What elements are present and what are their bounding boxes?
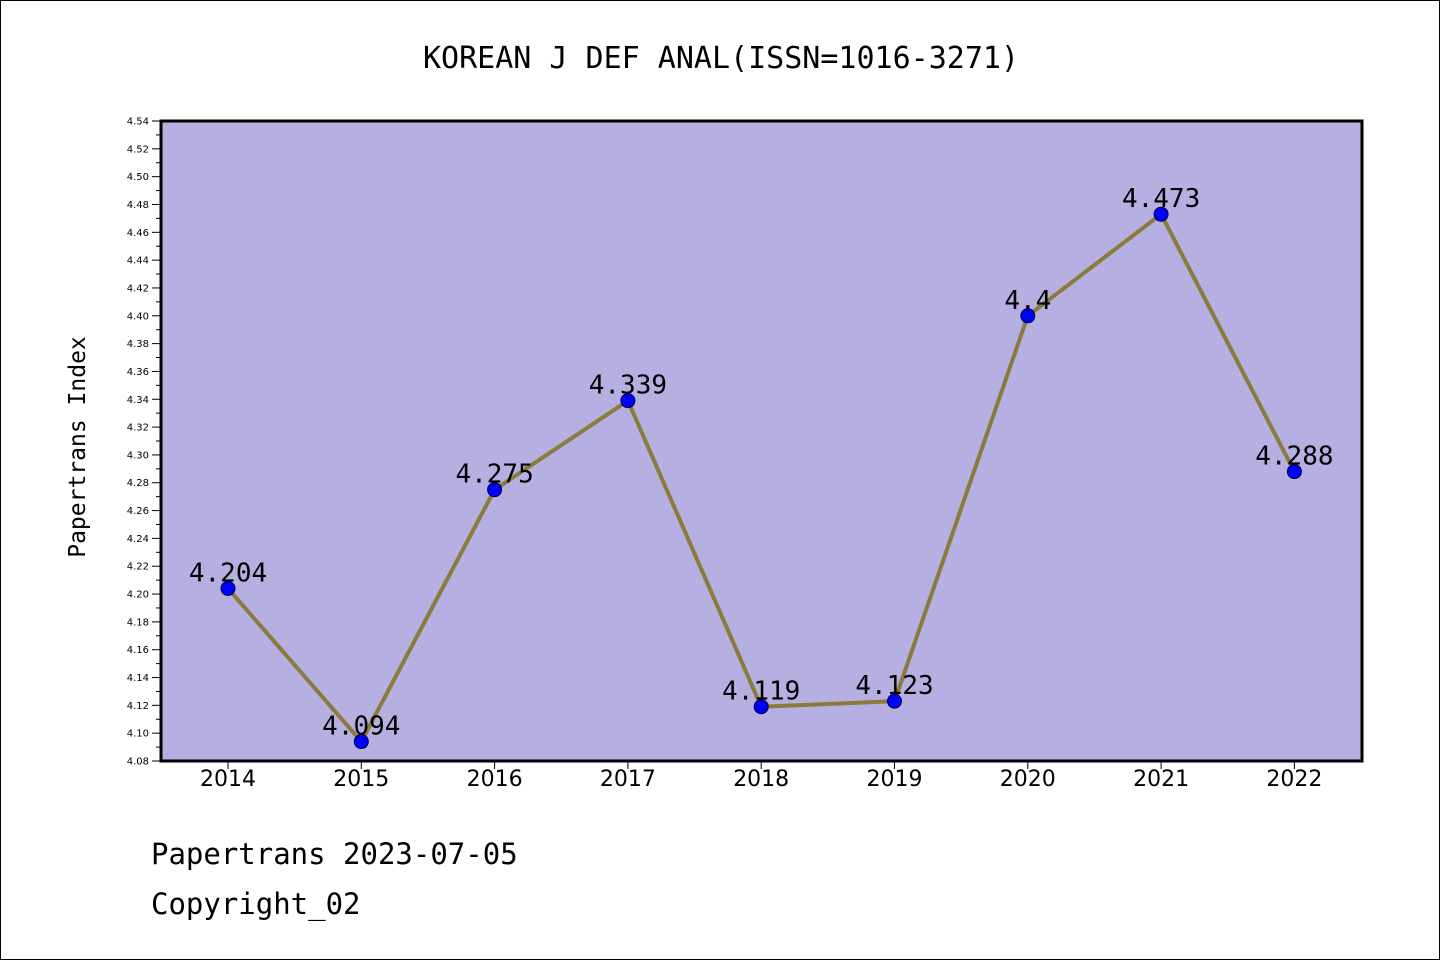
y-tick-label: 4.12 bbox=[127, 701, 149, 712]
y-tick-label: 4.50 bbox=[127, 172, 149, 183]
x-tick-label: 2016 bbox=[467, 767, 523, 792]
data-point bbox=[887, 693, 902, 709]
y-tick-label: 4.46 bbox=[127, 228, 149, 239]
data-point bbox=[1286, 464, 1302, 480]
x-tick-label: 2014 bbox=[200, 767, 256, 792]
y-tick-label: 4.42 bbox=[127, 283, 149, 294]
y-tick-label: 4.34 bbox=[127, 395, 149, 406]
data-label: 4.288 bbox=[1255, 442, 1333, 472]
y-tick-label: 4.24 bbox=[127, 534, 149, 545]
y-tick-label: 4.08 bbox=[127, 757, 149, 768]
data-point bbox=[1020, 308, 1036, 324]
y-tick-label: 4.18 bbox=[127, 617, 149, 628]
y-tick-label: 4.20 bbox=[127, 590, 149, 601]
data-label: 4.119 bbox=[722, 677, 800, 707]
x-tick-label: 2020 bbox=[1000, 767, 1056, 792]
data-point bbox=[1153, 206, 1169, 222]
y-tick-label: 4.10 bbox=[127, 729, 149, 740]
y-axis-label: Papertrans Index bbox=[65, 336, 91, 558]
plot-border bbox=[159, 119, 1364, 763]
y-tick-label: 4.28 bbox=[127, 478, 149, 489]
y-tick-label: 4.44 bbox=[127, 256, 149, 267]
data-markers bbox=[220, 206, 1302, 750]
data-point bbox=[353, 734, 369, 750]
y-tick-label: 4.40 bbox=[127, 311, 149, 322]
y-tick-label: 4.52 bbox=[127, 144, 149, 155]
footer-copyright: Copyright_02 bbox=[151, 887, 361, 921]
data-labels: 4.204 4.094 4.275 4.339 4.119 4.123 4.4 4.473 4.… bbox=[189, 184, 1334, 741]
x-tick-label: 2019 bbox=[867, 767, 923, 792]
x-tick-label: 2022 bbox=[1266, 767, 1322, 792]
data-point bbox=[487, 482, 503, 498]
y-tick-label: 4.16 bbox=[127, 645, 149, 656]
data-point bbox=[753, 699, 769, 715]
chart-title: KOREAN J DEF ANAL(ISSN=1016-3271) bbox=[423, 41, 1019, 76]
y-tick-label: 4.54 bbox=[127, 117, 149, 128]
x-tick-label: 2015 bbox=[333, 767, 389, 792]
data-label: 4.4 bbox=[1004, 286, 1051, 316]
y-tick-label: 4.36 bbox=[127, 367, 149, 378]
y-tick-label: 4.38 bbox=[127, 339, 149, 350]
y-tick-label: 4.48 bbox=[127, 200, 149, 211]
x-axis: 2014 2015 2016 2017 2018 2019 2020 2021 2022 bbox=[200, 761, 1322, 792]
data-point bbox=[220, 580, 236, 596]
data-label: 4.123 bbox=[855, 671, 933, 701]
y-tick-label: 4.32 bbox=[127, 423, 149, 434]
data-label: 4.094 bbox=[322, 712, 400, 742]
x-tick-label: 2017 bbox=[600, 767, 656, 792]
y-tick-label: 4.26 bbox=[127, 506, 149, 517]
y-tick-label: 4.22 bbox=[127, 562, 149, 573]
data-label: 4.204 bbox=[189, 558, 267, 588]
y-axis: 4.08 4.10 4.12 4.14 4.16 4.18 4.20 4.22 4.24 4.26… bbox=[127, 117, 161, 768]
x-tick-label: 2021 bbox=[1133, 767, 1189, 792]
data-label: 4.339 bbox=[589, 371, 667, 401]
data-point bbox=[620, 393, 636, 409]
plot-area bbox=[161, 121, 1362, 761]
y-tick-label: 4.30 bbox=[127, 450, 149, 461]
footer-date: Papertrans 2023-07-05 bbox=[151, 837, 518, 871]
x-tick-label: 2018 bbox=[733, 767, 789, 792]
data-label: 4.275 bbox=[455, 460, 533, 490]
data-label: 4.473 bbox=[1122, 184, 1200, 214]
y-tick-label: 4.14 bbox=[127, 673, 149, 684]
